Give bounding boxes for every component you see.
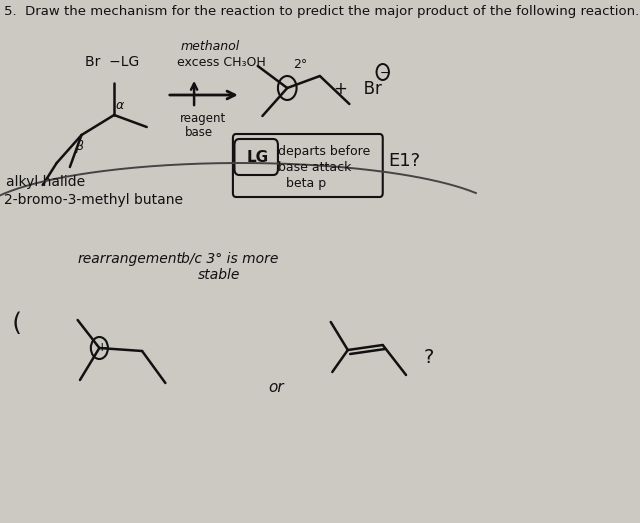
Text: ?: ? [423,348,433,367]
Text: departs before: departs before [278,145,370,158]
Text: beta p: beta p [285,177,326,190]
Text: 5.  Draw the mechanism for the reaction to predict the major product of the foll: 5. Draw the mechanism for the reaction t… [4,5,639,18]
Text: reagent: reagent [180,112,227,125]
Text: LG: LG [247,150,269,165]
Text: excess CH₃OH: excess CH₃OH [177,56,266,69]
Text: methanol: methanol [180,40,239,53]
Text: α: α [116,99,124,112]
Text: +: + [96,341,107,354]
Text: β: β [76,140,83,153]
Text: −: − [380,67,390,80]
Text: base attack: base attack [278,161,351,174]
Text: b/c 3° is more: b/c 3° is more [181,252,278,266]
Text: base: base [185,126,213,139]
Text: alkyl halide: alkyl halide [6,175,85,189]
Text: E1?: E1? [388,152,420,170]
Text: or: or [268,380,284,395]
Text: +   Br: + Br [334,80,381,98]
Text: 2°: 2° [294,58,308,71]
Text: ): ) [8,308,17,332]
Text: rearrangement: rearrangement [77,252,182,266]
Text: stable: stable [198,268,241,282]
Text: 2-bromo-3-methyl butane: 2-bromo-3-methyl butane [4,193,183,207]
Text: Br  −LG: Br −LG [84,55,139,69]
